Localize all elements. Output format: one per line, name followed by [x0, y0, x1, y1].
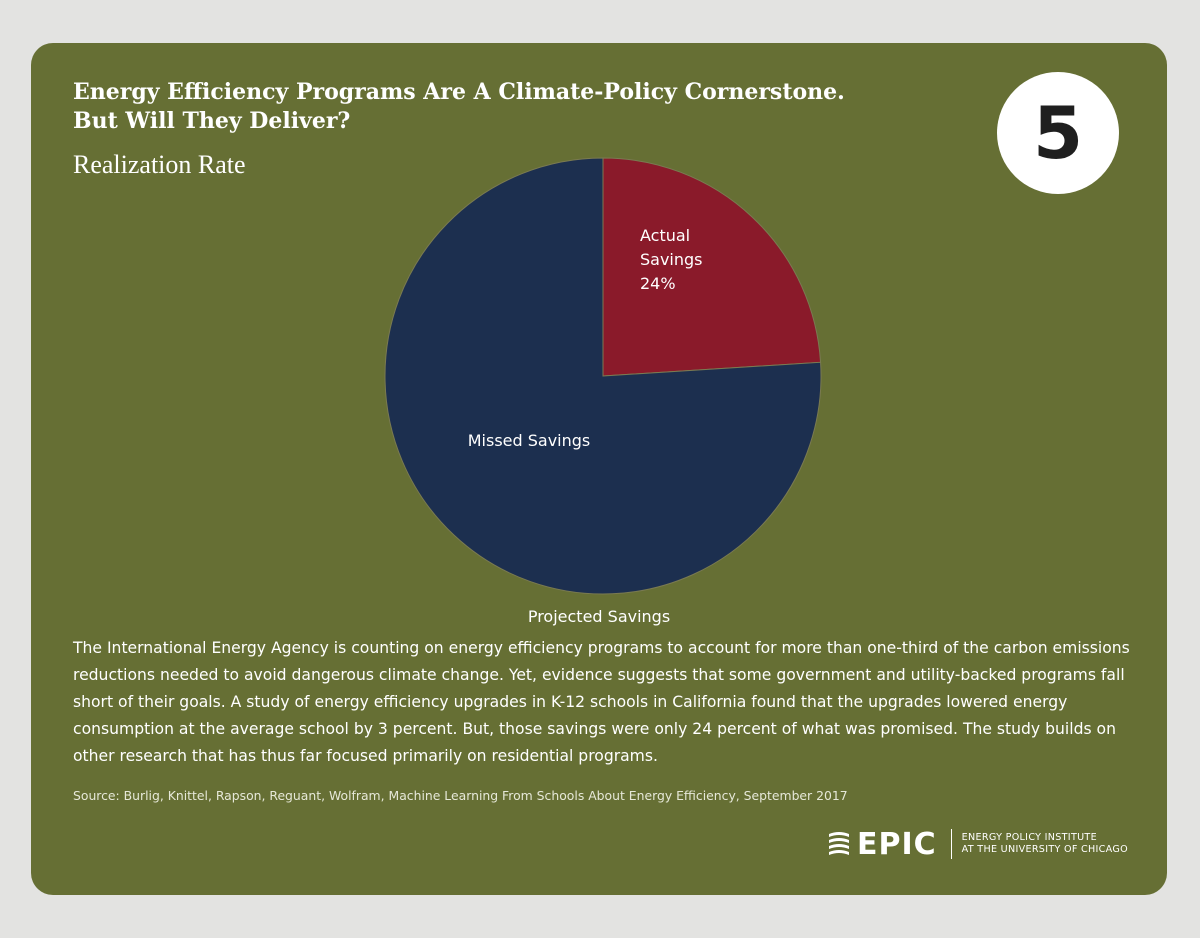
pie-chart: Actual Savings 24% Missed Savings [384, 157, 822, 595]
pie-slice-label-1: Missed Savings [468, 431, 591, 450]
logo-line-1: ENERGY POLICY INSTITUTE [961, 832, 1097, 843]
logo-wordmark: EPIC [857, 826, 937, 862]
page-title: Energy Efficiency Programs Are A Climate… [73, 78, 953, 136]
epic-swirl-icon [829, 832, 849, 855]
pie-slice-0 [602, 157, 822, 377]
title-line-2: But Will They Deliver? [73, 108, 351, 134]
infographic-card: Energy Efficiency Programs Are A Climate… [31, 43, 1167, 895]
number-badge: 5 [997, 72, 1119, 194]
body-paragraph: The International Energy Agency is count… [73, 639, 1130, 765]
source-note: Source: Burlig, Knittel, Rapson, Reguant… [73, 788, 848, 803]
title-line-1: Energy Efficiency Programs Are A Climate… [73, 79, 845, 105]
pie-caption: Projected Savings [527, 607, 671, 626]
logo-line-2: AT THE UNIVERSITY OF CHICAGO [961, 844, 1128, 855]
logo-subtitle: ENERGY POLICY INSTITUTE AT THE UNIVERSIT… [962, 832, 1128, 856]
epic-logo: EPIC ENERGY POLICY INSTITUTE AT THE UNIV… [827, 826, 1128, 862]
chart-title: Realization Rate [73, 150, 246, 179]
pie-slice-1 [384, 157, 822, 595]
logo-divider [950, 829, 952, 859]
pie-slice-label-0: Actual Savings 24% [640, 226, 703, 293]
